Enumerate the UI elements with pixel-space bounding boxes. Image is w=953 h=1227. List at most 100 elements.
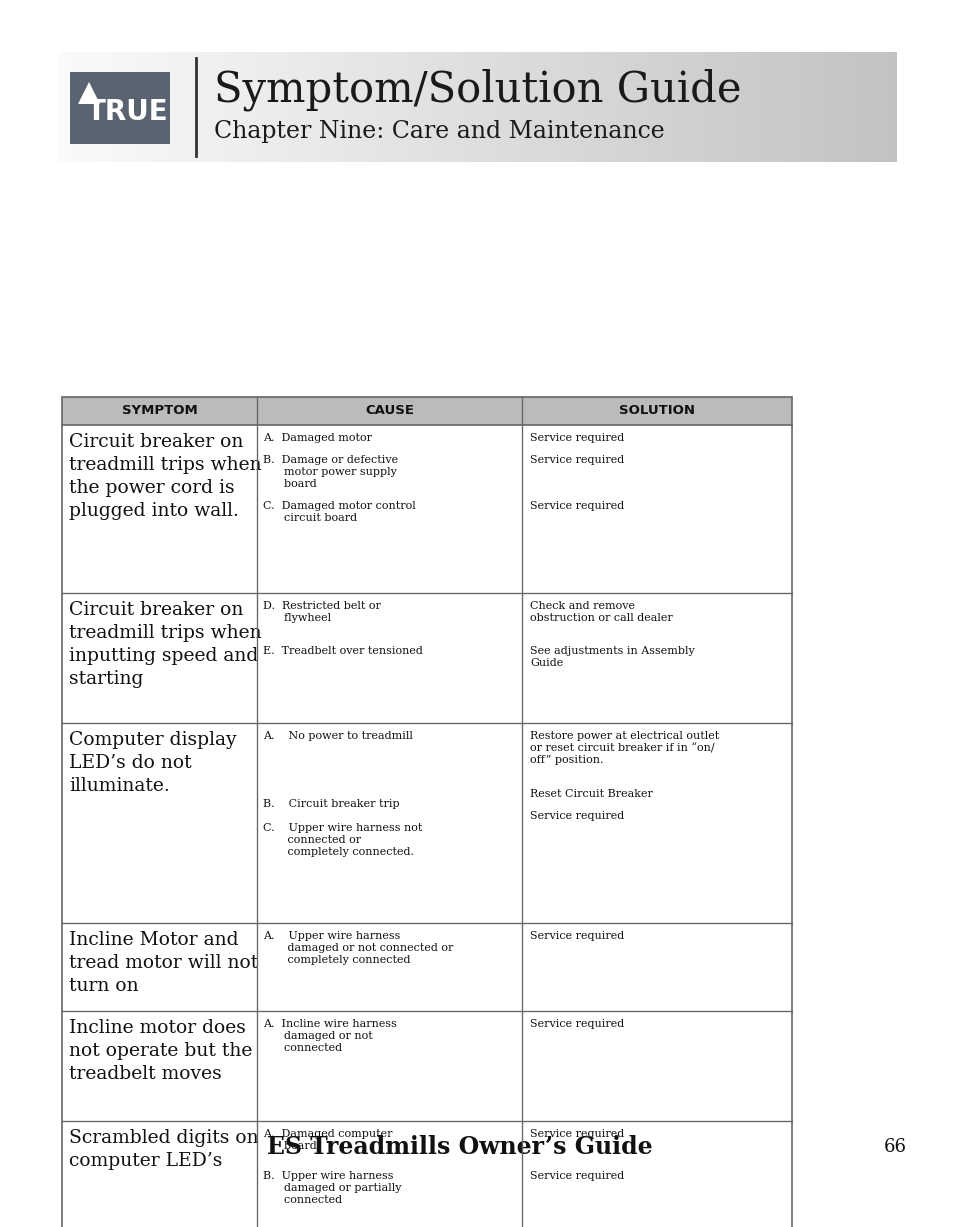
Bar <box>611 52 616 162</box>
Bar <box>782 52 787 162</box>
Bar <box>862 52 867 162</box>
Bar <box>62 1121 791 1227</box>
Bar <box>196 52 201 162</box>
Bar <box>397 52 402 162</box>
Bar <box>221 52 227 162</box>
Text: SOLUTION: SOLUTION <box>618 405 695 417</box>
Bar <box>179 52 185 162</box>
Bar <box>83 52 89 162</box>
Bar <box>62 425 791 593</box>
Bar <box>351 52 356 162</box>
Bar <box>116 52 122 162</box>
Bar <box>79 52 84 162</box>
Bar <box>807 52 812 162</box>
Bar <box>242 52 247 162</box>
Bar <box>452 52 456 162</box>
Text: SYMPTOM: SYMPTOM <box>121 405 197 417</box>
Bar <box>112 52 117 162</box>
Text: B.    Circuit breaker trip: B. Circuit breaker trip <box>263 799 399 809</box>
Bar <box>376 52 381 162</box>
Bar <box>761 52 766 162</box>
Bar <box>200 52 206 162</box>
Bar <box>62 398 791 1227</box>
Bar <box>468 52 474 162</box>
Bar <box>543 52 549 162</box>
Bar <box>736 52 741 162</box>
Bar <box>393 52 398 162</box>
Bar <box>464 52 469 162</box>
Bar <box>778 52 783 162</box>
Bar <box>594 52 598 162</box>
Bar <box>832 52 838 162</box>
Text: Check and remove
obstruction or call dealer: Check and remove obstruction or call dea… <box>530 601 672 623</box>
Bar <box>678 52 682 162</box>
Bar <box>342 52 348 162</box>
Bar <box>380 52 385 162</box>
Bar <box>62 723 791 923</box>
Text: Chapter Nine: Care and Maintenance: Chapter Nine: Care and Maintenance <box>213 120 664 142</box>
Bar <box>335 52 339 162</box>
Bar <box>254 52 260 162</box>
Bar <box>330 52 335 162</box>
Bar <box>723 52 729 162</box>
Bar <box>133 52 138 162</box>
Bar <box>598 52 603 162</box>
Bar <box>803 52 808 162</box>
Bar <box>715 52 720 162</box>
Bar <box>154 52 159 162</box>
Text: Computer display
LED’s do not
illuminate.: Computer display LED’s do not illuminate… <box>69 731 236 795</box>
Bar <box>686 52 691 162</box>
Bar <box>744 52 750 162</box>
Bar <box>146 52 151 162</box>
Bar <box>765 52 770 162</box>
Bar <box>518 52 523 162</box>
Bar <box>288 52 294 162</box>
Bar <box>506 52 511 162</box>
Bar <box>590 52 595 162</box>
Bar <box>435 52 440 162</box>
Text: Service required: Service required <box>530 433 623 443</box>
Bar <box>121 52 126 162</box>
Bar <box>569 52 574 162</box>
Bar <box>539 52 544 162</box>
Text: Restore power at electrical outlet
or reset circuit breaker if in “on/
off” posi: Restore power at electrical outlet or re… <box>530 731 719 766</box>
Bar <box>476 52 481 162</box>
Bar <box>494 52 498 162</box>
Bar <box>786 52 791 162</box>
Bar <box>720 52 724 162</box>
Text: Service required: Service required <box>530 811 623 821</box>
Bar <box>62 398 791 425</box>
Text: Circuit breaker on
treadmill trips when
inputting speed and
starting: Circuit breaker on treadmill trips when … <box>69 601 261 687</box>
Bar <box>251 52 255 162</box>
Bar <box>62 593 791 723</box>
Bar <box>426 52 432 162</box>
Bar <box>657 52 661 162</box>
Bar <box>795 52 800 162</box>
Bar <box>71 52 75 162</box>
Bar <box>660 52 666 162</box>
Bar <box>673 52 679 162</box>
Bar <box>401 52 406 162</box>
Text: C.    Upper wire harness not
       connected or
       completely connected.: C. Upper wire harness not connected or c… <box>263 823 422 856</box>
Text: B.  Upper wire harness
      damaged or partially
      connected: B. Upper wire harness damaged or partial… <box>263 1171 401 1205</box>
Bar <box>480 52 486 162</box>
Bar <box>527 52 532 162</box>
Bar <box>790 52 796 162</box>
Bar <box>485 52 490 162</box>
Text: Service required: Service required <box>530 501 623 510</box>
Text: Incline motor does
not operate but the
treadbelt moves: Incline motor does not operate but the t… <box>69 1018 253 1082</box>
Bar <box>67 52 71 162</box>
Bar <box>209 52 213 162</box>
Bar <box>837 52 841 162</box>
Bar <box>422 52 427 162</box>
Bar <box>748 52 754 162</box>
Bar <box>192 52 197 162</box>
Bar <box>447 52 453 162</box>
Bar <box>293 52 297 162</box>
Bar <box>874 52 880 162</box>
Bar <box>58 52 63 162</box>
Bar <box>623 52 628 162</box>
Bar <box>694 52 700 162</box>
Bar <box>109 52 113 162</box>
Bar <box>497 52 502 162</box>
